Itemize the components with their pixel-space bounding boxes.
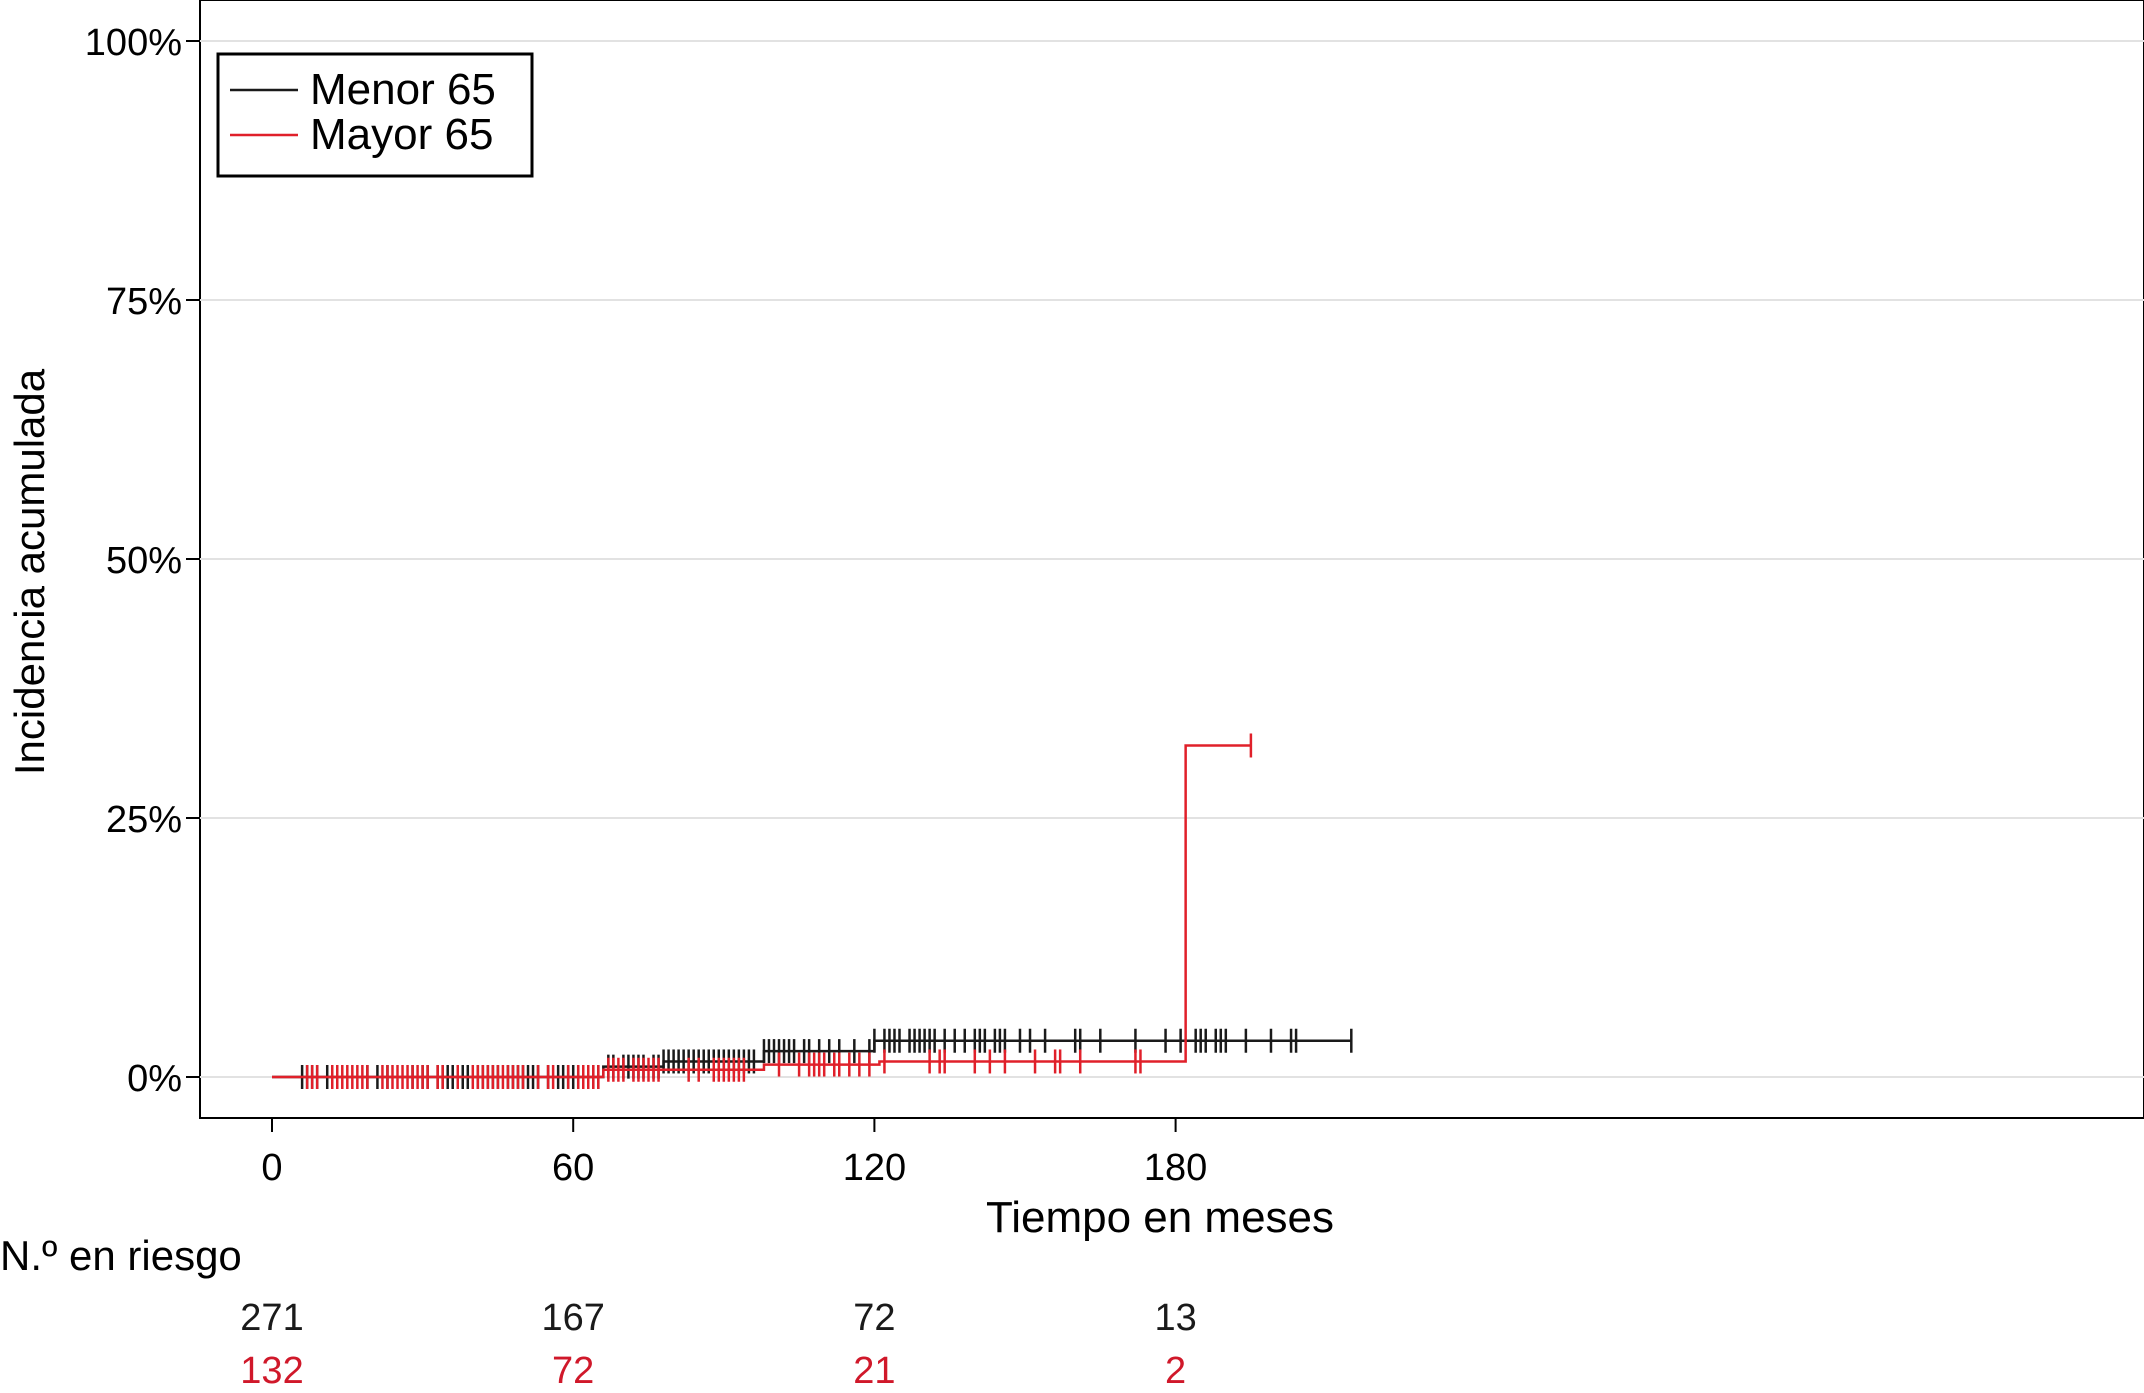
- y-axis: 0% 25% 50% 75% 100%: [85, 22, 200, 1100]
- legend-label-mayor-65: Mayor 65: [310, 110, 493, 159]
- x-tick-label: 60: [552, 1147, 594, 1189]
- risk-value: 167: [541, 1297, 604, 1339]
- y-axis-label: Incidencia acumulada: [6, 368, 53, 775]
- x-axis-label: Tiempo en meses: [986, 1193, 1334, 1242]
- risk-value: 2: [1165, 1350, 1186, 1392]
- risk-value: 132: [240, 1350, 303, 1392]
- y-tick-label: 100%: [85, 22, 182, 64]
- risk-table-title: N.º en riesgo: [0, 1232, 242, 1279]
- legend-box: [216, 52, 534, 178]
- gridlines: [200, 40, 2144, 1078]
- risk-value: 21: [853, 1350, 895, 1392]
- step-line: [272, 744, 1251, 1079]
- risk-value: 72: [552, 1350, 594, 1392]
- y-tick-label: 0%: [127, 1058, 182, 1100]
- legend-label-menor-65: Menor 65: [310, 65, 496, 114]
- x-tick-label: 120: [843, 1147, 906, 1189]
- series-layer: [272, 733, 1353, 1089]
- y-tick-label: 75%: [106, 281, 182, 323]
- risk-value: 72: [853, 1297, 895, 1339]
- series-mayor-65: [272, 733, 1253, 1089]
- risk-value: 271: [240, 1297, 303, 1339]
- y-tick-label: 50%: [106, 540, 182, 582]
- risk-table: N.º en riesgo 271 167 72 13 132 72 21 2: [0, 1232, 1197, 1392]
- y-tick-label: 25%: [106, 799, 182, 841]
- x-tick-label: 0: [261, 1147, 282, 1189]
- x-axis: 0 60 120 180: [261, 1118, 1207, 1189]
- x-tick-label: 180: [1144, 1147, 1207, 1189]
- legend: Menor 65 Mayor 65: [216, 52, 534, 178]
- risk-value: 13: [1154, 1297, 1196, 1339]
